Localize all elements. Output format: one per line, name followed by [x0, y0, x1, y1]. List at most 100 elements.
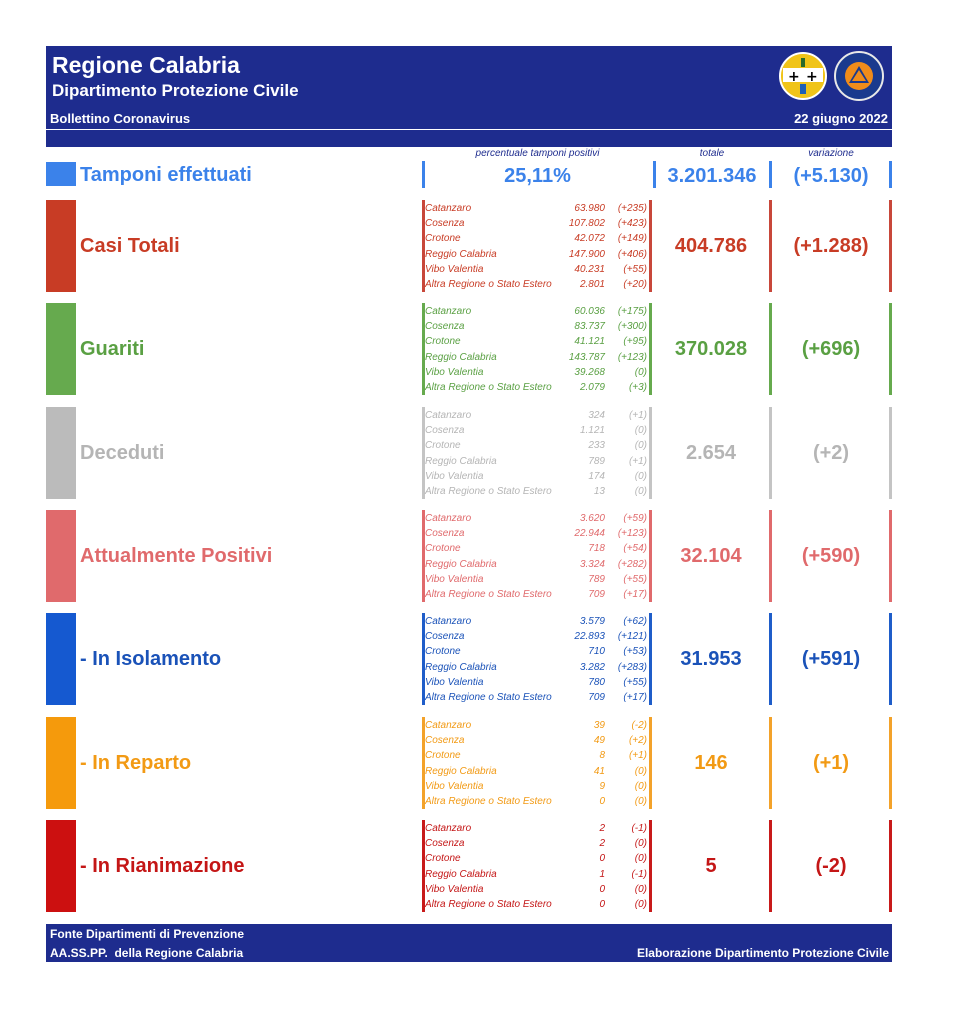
province-delta: (+235) [617, 203, 647, 214]
province-value: 63.980 [574, 203, 605, 214]
province-name: Crotone [425, 543, 461, 555]
row-total: 370.028 [674, 338, 748, 360]
row-total: 146 [694, 752, 728, 774]
province-name: Vibo Valentia [425, 676, 484, 688]
province-value: 40.231 [574, 263, 605, 275]
row-color-swatch [46, 717, 76, 809]
province-table: Catanzaro 3.579 (+62) Cosenza 22.893 (+121) Cr… [425, 614, 650, 705]
province-name: Altra Regione o Stato Estero [425, 589, 552, 601]
row-variation: (-2) [815, 855, 847, 877]
province-name: Altra Regione o Stato Estero [425, 692, 552, 704]
province-value: 9 [599, 780, 605, 792]
province-name: Altra Regione o Stato Estero [425, 382, 552, 394]
row-variation: (+591) [801, 648, 861, 670]
province-name: Altra Regione o Stato Estero [425, 796, 552, 808]
province-value: 709 [588, 589, 605, 601]
protezione-civile-logo [834, 51, 884, 101]
row-separator [889, 510, 892, 602]
province-value: 710 [588, 646, 605, 658]
row-separator [769, 613, 772, 705]
province-row: Reggio Calabria 147.900 (+406) [425, 247, 650, 262]
province-name: Vibo Valentia [425, 883, 484, 895]
province-row: Crotone 710 (+53) [425, 644, 650, 659]
province-row: Vibo Valentia 39.268 (0) [425, 365, 650, 380]
province-value: 0 [599, 796, 605, 808]
province-value: 1.121 [579, 425, 605, 437]
province-row: Catanzaro 324 (+1) [425, 408, 650, 423]
regione-calabria-logo: + + [779, 52, 827, 100]
province-row: Cosenza 107.802 (+423) [425, 216, 650, 231]
row-separator [889, 820, 892, 912]
province-delta: (+1) [628, 410, 647, 421]
row-separator [889, 407, 892, 499]
province-name: Reggio Calabria [425, 661, 497, 673]
province-name: Altra Regione o Stato Estero [425, 899, 552, 911]
row-separator [649, 510, 652, 602]
province-value: 789 [588, 455, 605, 467]
province-name: Crotone [425, 646, 461, 658]
province-value: 3.324 [579, 558, 605, 570]
row-separator [649, 613, 652, 705]
row-total: 404.786 [674, 235, 748, 257]
province-value: 41.121 [574, 336, 605, 348]
tamponi-separator [653, 161, 656, 188]
row-separator [422, 407, 425, 499]
row-variation: (+590) [801, 545, 861, 567]
province-value: 49 [593, 735, 605, 747]
province-value: 3.620 [579, 513, 605, 524]
province-value: 718 [588, 543, 605, 555]
svg-text:+: + [806, 69, 818, 85]
province-row: Crotone 233 (0) [425, 438, 650, 453]
province-name: Reggio Calabria [425, 765, 497, 777]
province-name: Vibo Valentia [425, 470, 484, 482]
row-label: - In Rianimazione [80, 855, 245, 877]
province-row: Altra Regione o Stato Estero 2.801 (+20) [425, 277, 650, 292]
province-table: Catanzaro 39 (-2) Cosenza 49 (+2) Crotone 8 (+1)… [425, 718, 650, 809]
province-delta: (+282) [617, 558, 647, 570]
province-value: 2.079 [579, 382, 605, 394]
province-name: Vibo Valentia [425, 263, 484, 275]
province-delta: (+59) [623, 513, 647, 524]
province-row: Vibo Valentia 9 (0) [425, 779, 650, 794]
tamponi-variation: (+5.130) [793, 165, 869, 187]
province-row: Crotone 0 (0) [425, 851, 650, 866]
province-row: Catanzaro 39 (-2) [425, 718, 650, 733]
province-delta: (+3) [628, 382, 647, 394]
percent-column-header: percentuale tamponi positivi [475, 148, 600, 159]
row-variation: (+696) [801, 338, 861, 360]
bulletin-divider [46, 127, 892, 129]
tamponi-total: 3.201.346 [667, 165, 757, 187]
row-separator [769, 820, 772, 912]
province-row: Crotone 42.072 (+149) [425, 231, 650, 246]
row-separator [889, 717, 892, 809]
province-row: Altra Regione o Stato Estero 709 (+17) [425, 587, 650, 602]
province-name: Catanzaro [425, 720, 472, 731]
row-variation: (+1.288) [793, 235, 869, 257]
province-table: Catanzaro 60.036 (+175) Cosenza 83.737 (+300)… [425, 304, 650, 395]
province-delta: (-1) [631, 868, 647, 880]
row-separator [649, 303, 652, 395]
total-column-header: totale [699, 148, 725, 159]
province-value: 1 [599, 868, 605, 880]
row-separator [649, 820, 652, 912]
province-table: Catanzaro 3.620 (+59) Cosenza 22.944 (+123) Cr… [425, 511, 650, 602]
province-row: Catanzaro 3.579 (+62) [425, 614, 650, 629]
province-delta: (0) [634, 883, 647, 895]
bulletin-date: 22 giugno 2022 [794, 111, 888, 126]
province-delta: (0) [634, 796, 647, 808]
province-name: Reggio Calabria [425, 868, 497, 880]
province-value: 42.072 [574, 233, 605, 245]
row-total: 5 [705, 855, 717, 877]
province-value: 22.893 [574, 631, 605, 643]
province-name: Catanzaro [425, 306, 472, 317]
province-delta: (0) [634, 765, 647, 777]
province-name: Cosenza [425, 528, 465, 540]
province-delta: (+283) [617, 661, 647, 673]
province-name: Cosenza [425, 321, 465, 333]
province-name: Catanzaro [425, 513, 472, 524]
province-delta: (+95) [623, 336, 647, 348]
province-name: Catanzaro [425, 203, 472, 214]
province-value: 0 [599, 883, 605, 895]
province-row: Altra Regione o Stato Estero 0 (0) [425, 794, 650, 809]
tamponi-separator [422, 161, 425, 188]
